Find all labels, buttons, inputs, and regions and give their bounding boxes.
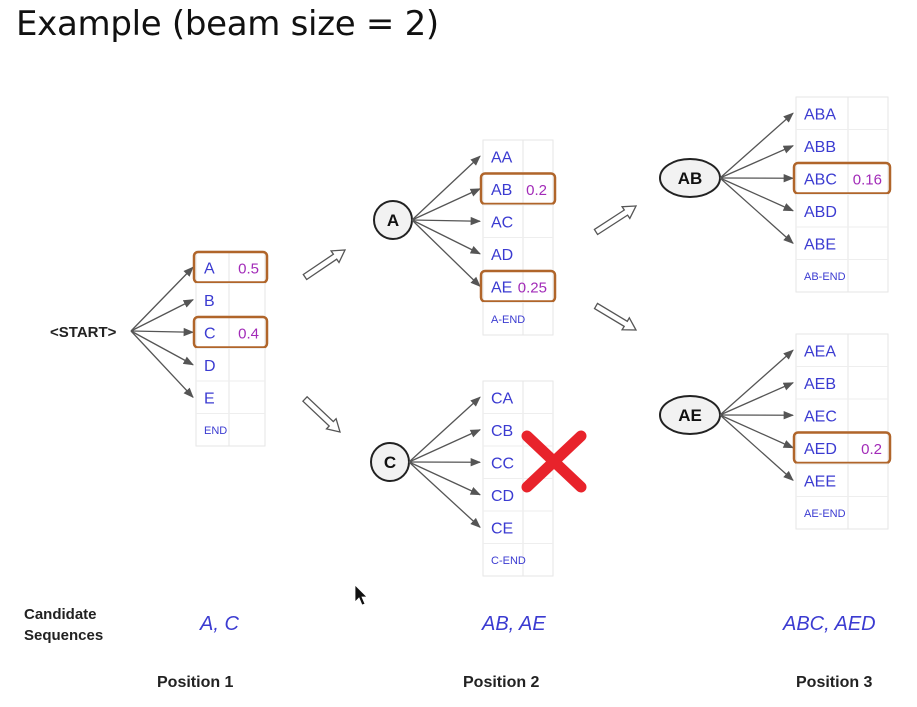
node-c-token-ca: CA: [491, 390, 514, 407]
node-c-label: C: [384, 453, 396, 472]
pruned-cross-icon: [521, 430, 587, 493]
node-c-token-cd: CD: [491, 488, 514, 505]
position1-token-c: C: [204, 325, 216, 342]
node-ab-label: AB: [678, 169, 703, 188]
position-1-label: Position 1: [157, 674, 234, 691]
start-label: <START>: [50, 324, 117, 341]
node-ab-token-ab-end: AB-END: [804, 271, 846, 283]
position1-edge-to-b: [130, 299, 194, 332]
transition-arrow-to-node-c: [301, 395, 341, 433]
node-ab-edge-to-abb: [719, 145, 794, 179]
node-a-prob-ab: 0.2: [526, 182, 547, 199]
node-c-edge-to-cd: [408, 461, 481, 496]
position1-prob-a: 0.5: [238, 260, 259, 277]
node-c-edge-to-ce: [408, 461, 481, 528]
node-a-token-ab: AB: [491, 182, 512, 199]
node-a-token-aa: AA: [491, 149, 513, 166]
node-a-edge-to-ac: [411, 216, 482, 226]
node-ab-edge-to-abe: [719, 177, 794, 244]
node-c-edge-to-cb: [408, 429, 481, 463]
position1-token-a: A: [204, 260, 215, 277]
node-a-label: A: [387, 211, 399, 230]
position1-token-end: END: [204, 425, 227, 437]
node-ab-token-abd: ABD: [804, 204, 837, 221]
node-ab-token-abe: ABE: [804, 236, 836, 253]
position-2-label: Position 2: [463, 674, 540, 691]
position1-edge-to-d: [130, 330, 194, 366]
node-ab-edge-to-aba: [719, 112, 794, 179]
node-a-edge-to-ae: [411, 219, 481, 287]
node-a-token-ae: AE: [491, 279, 512, 296]
node-ae-edge-to-aeb: [719, 382, 794, 416]
node-ae-prob-aed: 0.2: [861, 441, 882, 458]
node-a-edge-to-aa: [411, 155, 481, 221]
position1-edge-to-a: [130, 266, 194, 332]
node-ae-edge-to-aee: [719, 414, 794, 481]
candidate-sequences-label: Candidate Sequences: [24, 604, 103, 646]
node-a-edge-to-ab: [411, 188, 481, 221]
node-c-token-cc: CC: [491, 455, 514, 472]
node-ab-token-aba: ABA: [804, 106, 836, 123]
node-ae-edge-to-aea: [719, 349, 794, 416]
node-ab-selected-highlight-abc: [792, 161, 892, 195]
node-a-edge-to-ad: [411, 219, 481, 255]
node-ab-token-abc: ABC: [804, 171, 837, 188]
position1-selected-highlight-a: [192, 250, 269, 284]
transition-arrow-to-node-ab: [593, 205, 638, 236]
position1-candidate-column: A 0.5 BC 0.4 DE END: [130, 250, 269, 447]
node-a-token-a-end: A-END: [491, 314, 525, 326]
mouse-cursor-icon: [354, 584, 368, 606]
transition-arrow-to-node-ae: [593, 302, 638, 331]
node-ae-label: AE: [678, 406, 702, 425]
node-ae-candidate-column: AEA AEB AEC AED 0.2 AEE AE-END: [719, 333, 892, 530]
node-a-prob-ae: 0.25: [518, 279, 547, 296]
position1-edge-to-e: [130, 330, 194, 399]
node-ab-token-abb: ABB: [804, 139, 836, 156]
node-c-token-ce: CE: [491, 520, 513, 537]
candidate-sequences-position-3: ABC, AED: [783, 613, 876, 635]
node-ae-token-aed: AED: [804, 441, 837, 458]
node-a-selected-highlight-ae: [479, 269, 557, 303]
candidate-label-line1: Candidate: [24, 606, 97, 623]
node-c-token-c-end: C-END: [491, 555, 526, 567]
node-ae-selected-highlight-aed: [792, 431, 892, 465]
position1-token-e: E: [204, 390, 215, 407]
position1-token-b: B: [204, 293, 215, 310]
node-a-candidate-column: AA AB 0.2 AC AD AE 0.25 A-END: [411, 139, 557, 336]
node-a-token-ac: AC: [491, 214, 513, 231]
node-c-token-cb: CB: [491, 423, 513, 440]
pruned-cross-stroke-2: [521, 430, 587, 493]
position1-prob-c: 0.4: [238, 325, 259, 342]
node-ae-token-aec: AEC: [804, 408, 837, 425]
node-ab-candidate-column: ABA ABB ABC 0.16 ABD ABE AB-END: [719, 96, 892, 293]
position1-edge-to-c: [130, 327, 195, 337]
node-ae-token-aeb: AEB: [804, 376, 836, 393]
position1-token-d: D: [204, 358, 216, 375]
candidate-sequences-position-1: A, C: [200, 613, 239, 635]
transition-arrow-to-node-a: [302, 249, 347, 281]
node-ae-token-aee: AEE: [804, 473, 836, 490]
slide-title: Example (beam size = 2): [16, 4, 439, 44]
candidate-sequences-position-2: AB, AE: [482, 613, 546, 635]
node-c-candidate-column: CA CB CC CD CE C-END: [408, 380, 554, 577]
node-ae-token-aea: AEA: [804, 343, 836, 360]
position-3-label: Position 3: [796, 674, 873, 691]
node-c-edge-to-ca: [408, 396, 481, 463]
node-a-selected-highlight-ab: [479, 172, 557, 206]
position1-selected-highlight-c: [192, 315, 269, 349]
node-a-token-ad: AD: [491, 247, 513, 264]
node-ae-edge-to-aed: [719, 414, 794, 449]
node-ab-prob-abc: 0.16: [853, 171, 882, 188]
node-ab-edge-to-abd: [719, 177, 794, 212]
candidate-label-line2: Sequences: [24, 627, 104, 644]
node-ae-token-ae-end: AE-END: [804, 508, 846, 520]
